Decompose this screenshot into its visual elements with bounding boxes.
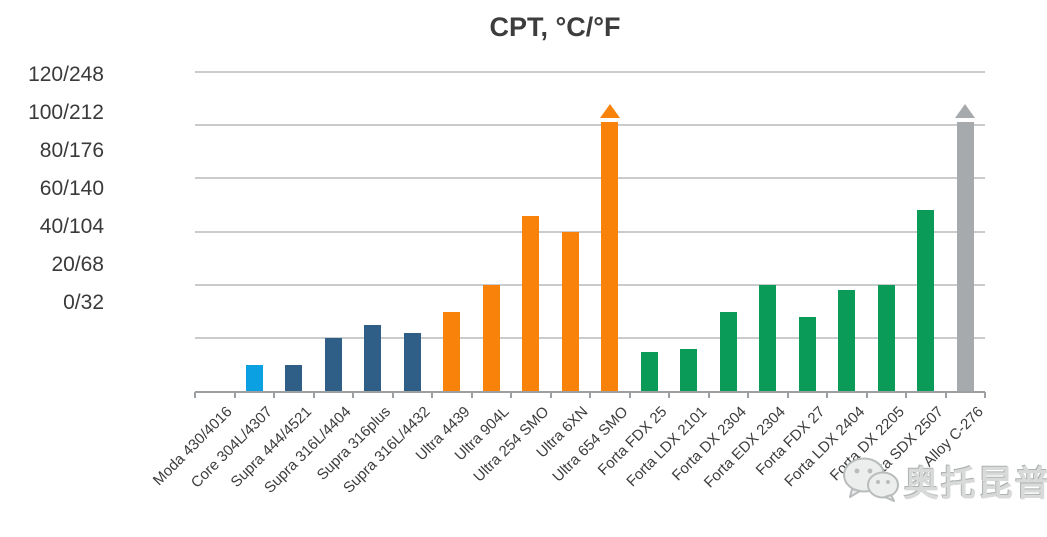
x-axis-tick (865, 391, 868, 398)
y-axis-tick-label: 20/68 (51, 253, 104, 276)
bar (245, 364, 263, 392)
bar (403, 332, 421, 392)
x-axis-tick (194, 391, 196, 398)
gridline (195, 177, 985, 180)
bar (522, 215, 540, 392)
x-axis-tick (747, 391, 749, 398)
bar (324, 338, 342, 392)
bar (877, 284, 895, 392)
y-axis-tick-label: 40/104 (39, 215, 104, 238)
x-axis-tick (984, 391, 986, 398)
bar (838, 290, 856, 392)
x-axis-tick (589, 391, 591, 398)
x-axis-tick (549, 391, 552, 398)
exceeds-scale-arrow (599, 104, 620, 119)
y-axis-tick-label: 100/212 (28, 101, 104, 124)
x-axis-tick (510, 391, 512, 398)
bar (759, 284, 777, 392)
bar (798, 316, 816, 392)
watermark: 奥托昆普 (842, 456, 1047, 507)
y-axis-tick-label: 120/248 (28, 63, 104, 86)
x-axis-tick (668, 391, 670, 398)
x-axis-tick (431, 391, 433, 398)
bar (680, 348, 698, 392)
wechat-icon (842, 456, 900, 507)
bar (640, 351, 658, 392)
x-axis-tick (628, 391, 631, 398)
x-axis-tick (944, 391, 947, 398)
x-axis-tick (470, 391, 473, 398)
gridline (195, 337, 985, 340)
y-axis-tick-label: 0/32 (63, 291, 104, 314)
gridline (195, 283, 985, 286)
chart-title: CPT, °C/°F (489, 12, 621, 42)
gridline (195, 70, 985, 73)
bar (956, 122, 974, 392)
x-axis-tick (826, 391, 828, 398)
y-axis-tick-label: 80/176 (39, 139, 104, 162)
x-axis-tick (905, 391, 907, 398)
x-axis-tick (391, 391, 394, 398)
x-axis-tick (352, 391, 354, 398)
bar (601, 122, 619, 392)
bar (917, 210, 935, 392)
x-axis-tick (233, 391, 236, 398)
y-axis-tick-label: 60/140 (39, 177, 104, 200)
watermark-text: 奥托昆普 (904, 465, 1047, 504)
bar (561, 231, 579, 392)
x-axis-tick (786, 391, 789, 398)
bar (443, 311, 461, 392)
bar (482, 284, 500, 392)
x-axis-tick (707, 391, 710, 398)
bar (285, 364, 303, 392)
exceeds-scale-arrow (955, 104, 976, 119)
bar (719, 311, 737, 392)
x-axis-tick (273, 391, 275, 398)
x-axis-tick (312, 391, 315, 398)
bar (364, 324, 382, 392)
gridline (195, 230, 985, 233)
gridline (195, 123, 985, 126)
